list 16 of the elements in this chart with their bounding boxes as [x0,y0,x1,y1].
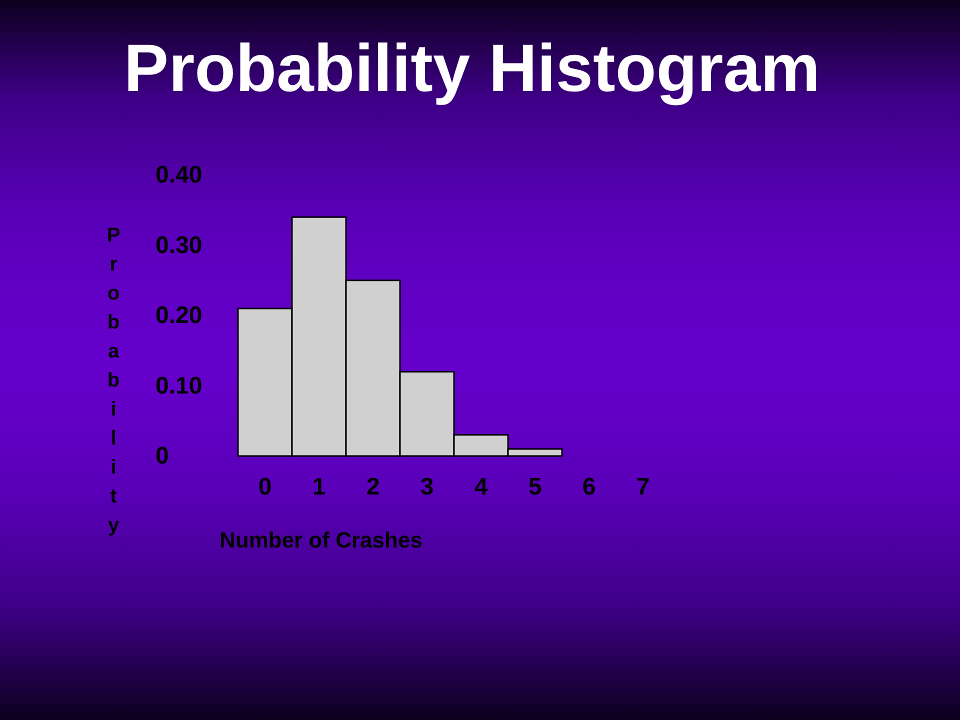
text: Probability [106,224,120,536]
x-tick-label: 1 [312,474,326,500]
y-tick-label: 0.40 [156,162,202,188]
x-tick-label: 6 [582,474,596,500]
chart-title: Probability Histogram [124,31,820,106]
x-tick-label: 2 [366,474,380,500]
x-tick-label: 4 [474,474,488,500]
x-tick-label: 5 [528,474,542,500]
x-tick-label: 3 [420,474,434,500]
x-axis-title: Number of Crashes [220,528,422,552]
y-tick-label: 0.20 [156,302,202,329]
x-tick-label: 0 [258,474,272,500]
x-tick-label: 7 [636,474,650,500]
y-tick-label: 0.30 [156,232,202,259]
y-tick-label: 0 [156,442,169,470]
y-tick-label: 0.10 [156,372,202,400]
